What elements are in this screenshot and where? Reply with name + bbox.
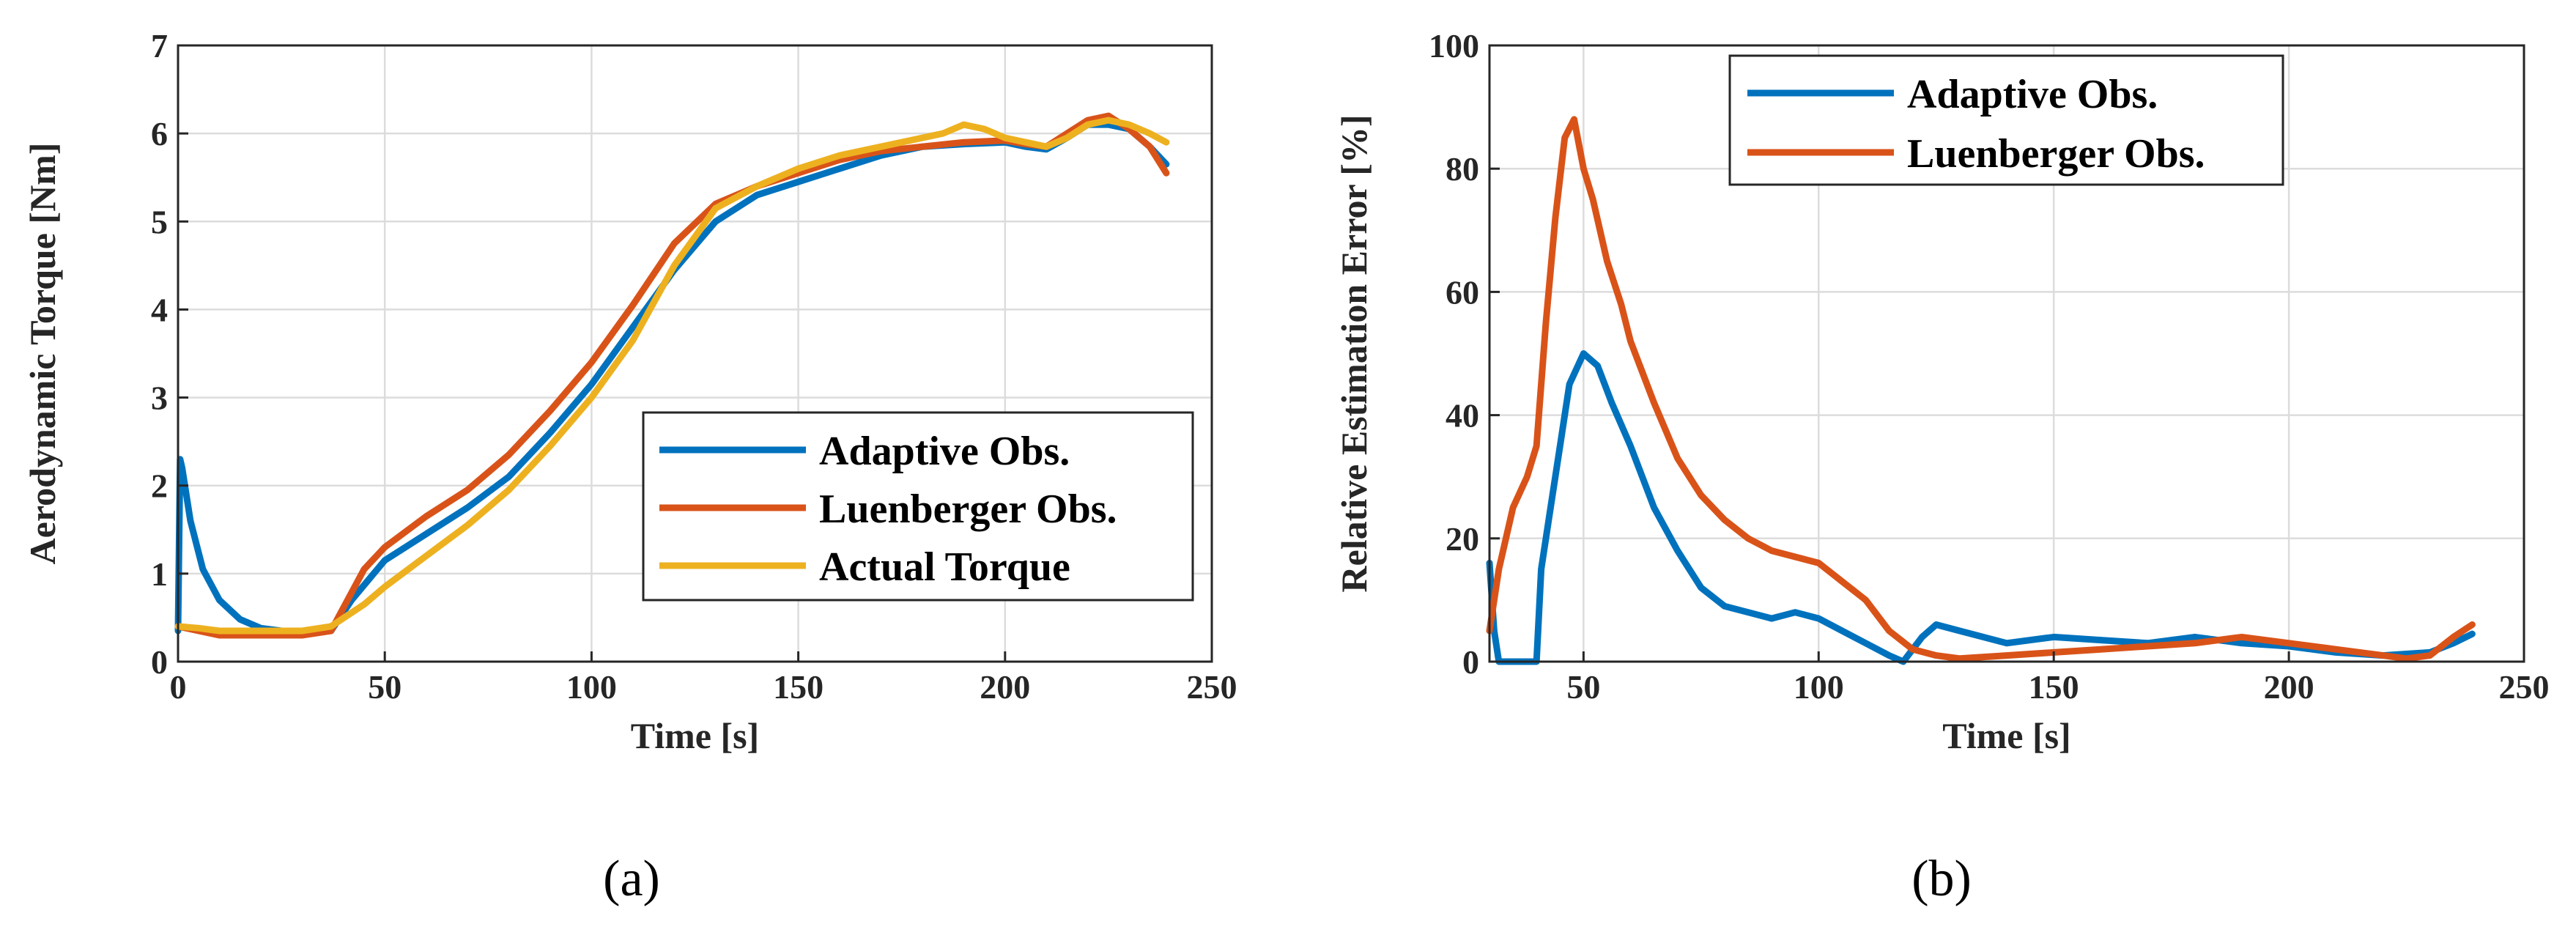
legend-box [1728,54,2284,186]
y-tick-label: 1 [151,555,168,593]
axes-frame [177,44,1213,663]
y-tick-label: 0 [151,643,168,681]
series-line-luenberger-obs [174,112,1170,639]
y-tick-label: 80 [1446,150,1479,188]
y-tick-label: 20 [1446,520,1479,558]
legend-label: Adaptive Obs. [819,429,1070,474]
y-tick-label: 60 [1446,273,1479,311]
y-tick-label: 3 [151,380,168,417]
y-tick-label: 5 [151,203,168,240]
y-tick-label: 0 [1462,643,1479,681]
x-tick-label: 50 [368,668,401,706]
legend: Adaptive Obs. Luenberger Obs. Actual Torqu… [642,411,1194,602]
x-tick-label: 50 [1566,668,1600,706]
chart-panel-b: 50 100 150 200 250 0 20 40 60 80 100 Time [s] Relati… [1333,27,2550,907]
legend-label: Luenberger Obs. [1907,131,2205,177]
y-tick-label: 7 [151,27,168,64]
x-tick-label: 100 [1794,668,1844,706]
axes-frame [1488,44,2525,663]
panel-caption: (b) [1911,851,1972,907]
y-tick-label: 40 [1446,397,1479,434]
panel-caption: (a) [603,851,660,907]
y-tick-label: 2 [151,467,168,505]
series-line-luenberger-obs [1486,116,2476,662]
x-tick-label: 200 [2264,668,2314,706]
x-tick-label: 200 [980,668,1030,706]
x-tick-label: 0 [170,668,187,706]
x-axis-label: Time [s] [631,715,759,756]
legend-label: Actual Torque [819,544,1070,590]
legend: Adaptive Obs. Luenberger Obs. [1728,54,2284,186]
x-tick-label: 100 [566,668,617,706]
y-axis-label: Aerodynamic Torque [Nm] [22,143,63,565]
x-tick-label: 150 [2029,668,2079,706]
series-line-actual-torque [174,116,1170,635]
legend-label: Luenberger Obs. [819,487,1117,532]
chart-panel-a: 0 50 100 150 200 250 0 1 2 3 4 5 6 7 Time [s] Aerodynam… [22,27,1237,907]
x-tick-label: 250 [2499,668,2550,706]
y-tick-label: 4 [151,291,168,328]
y-tick-label: 100 [1429,27,1479,64]
y-axis-label: Relative Estimation Error [%] [1333,114,1374,592]
y-tick-label: 6 [151,115,168,152]
x-tick-label: 150 [773,668,823,706]
x-axis-label: Time [s] [1942,715,2070,756]
x-tick-label: 250 [1187,668,1237,706]
legend-label: Adaptive Obs. [1907,72,2158,117]
